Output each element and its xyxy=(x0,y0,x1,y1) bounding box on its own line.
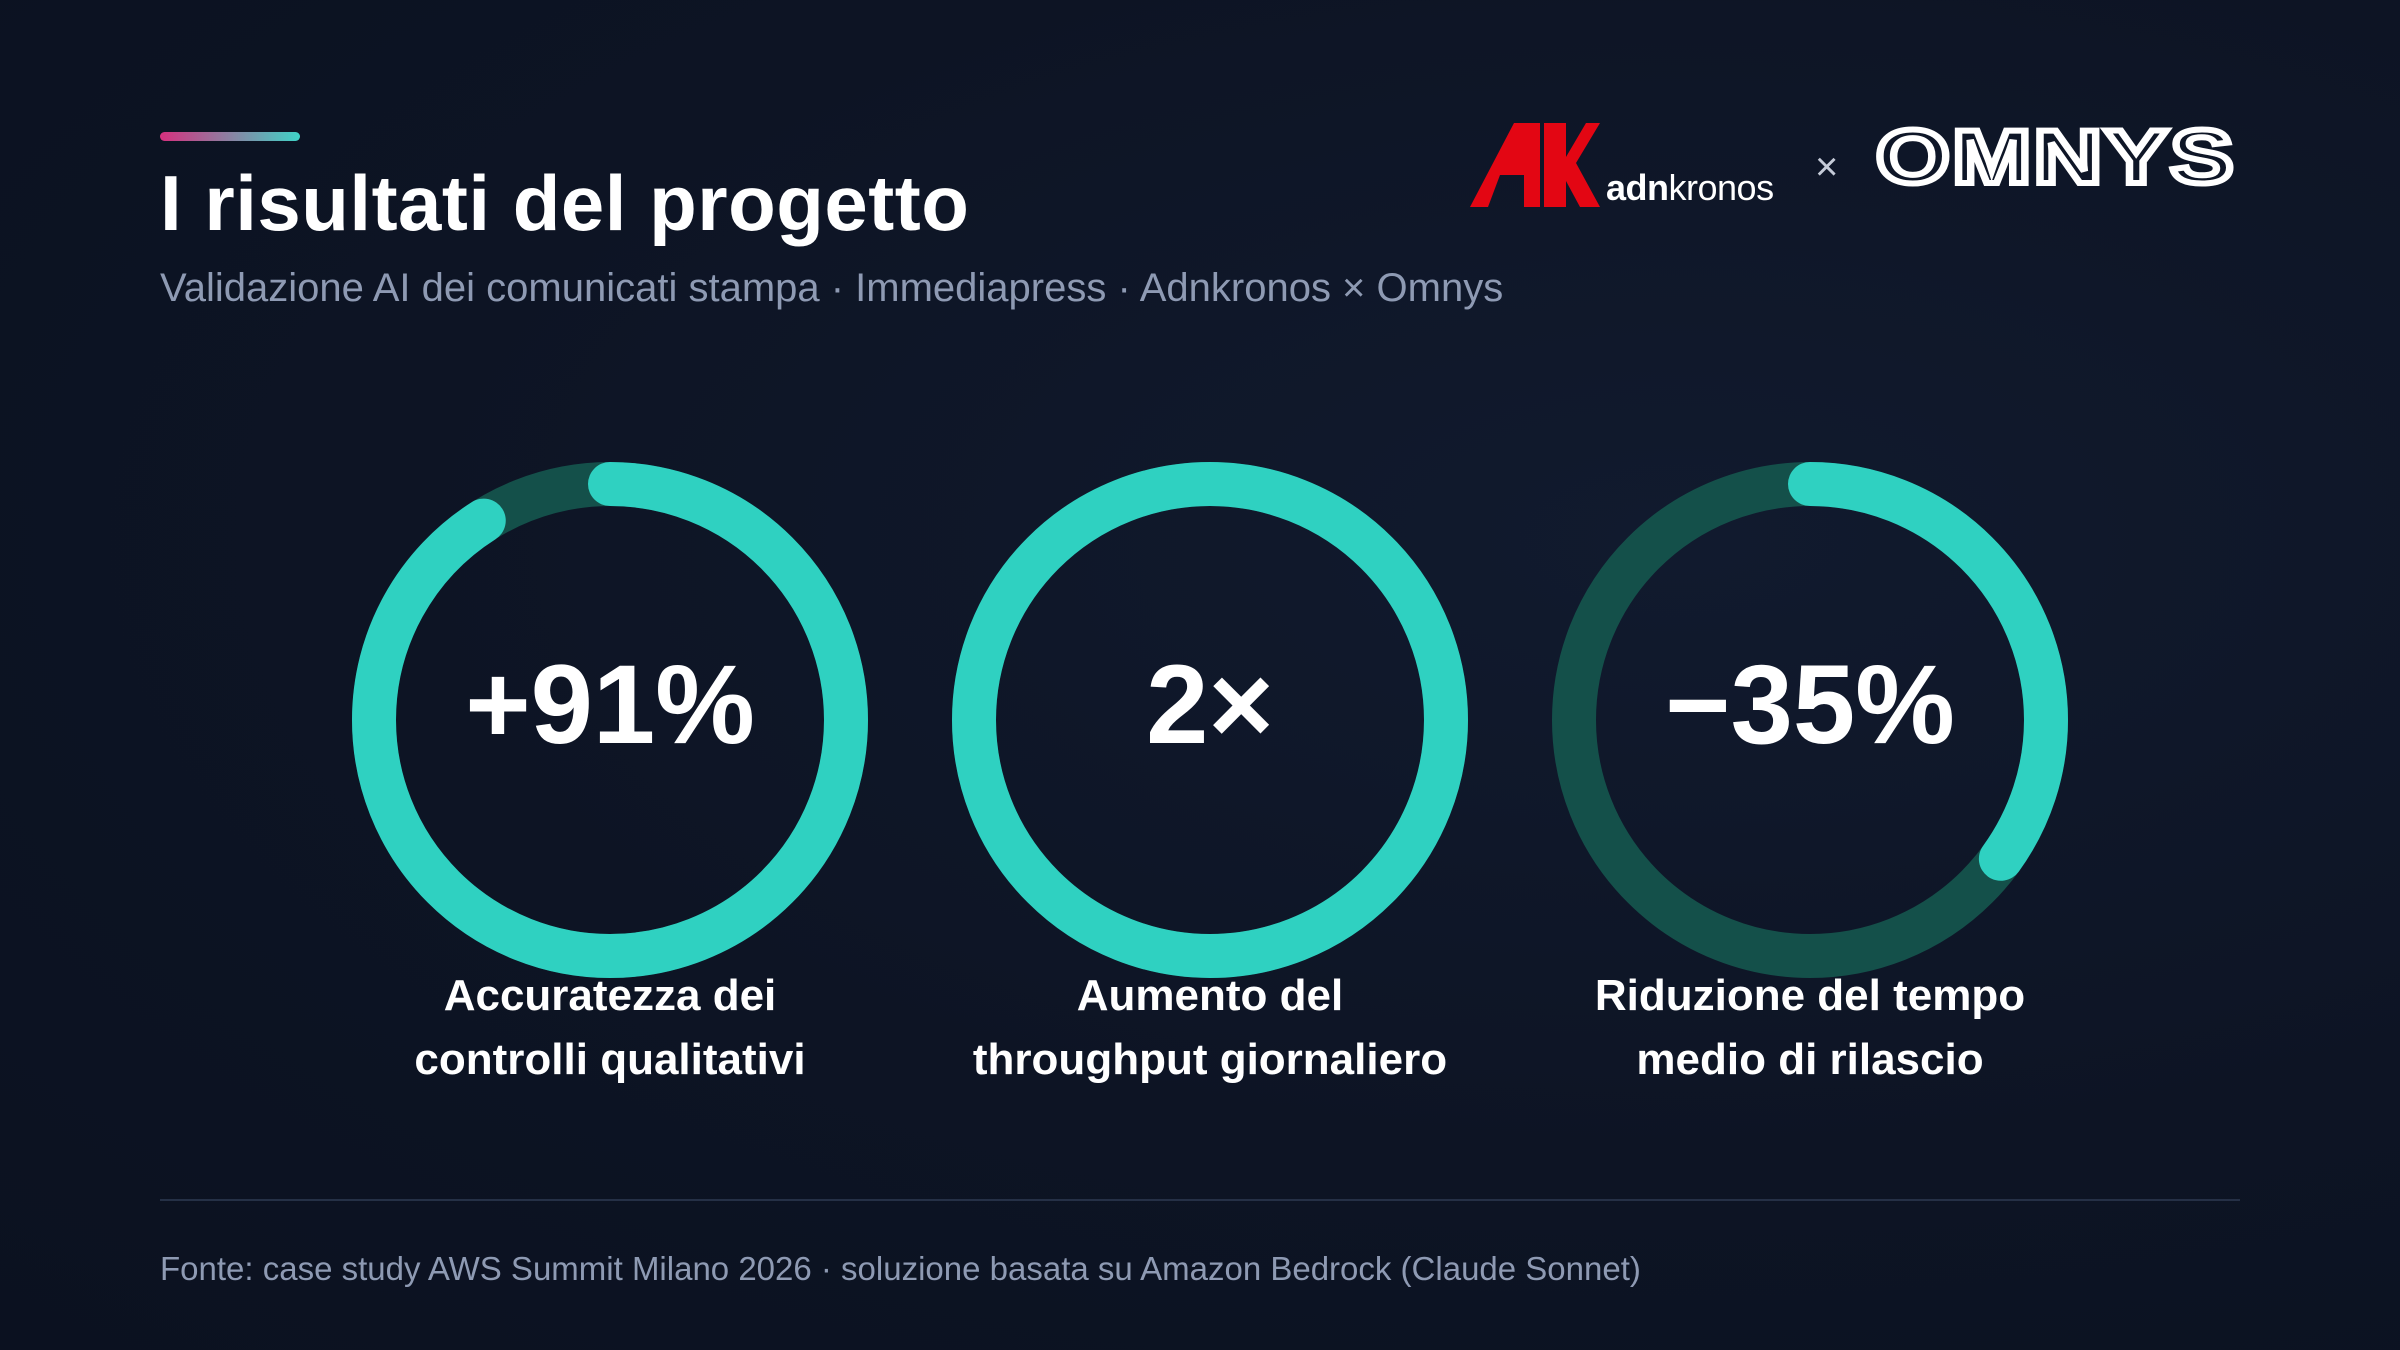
omnys-logo: OMNYS xyxy=(1876,125,2237,191)
partner-logos: adnkronos × OMNYS xyxy=(1470,115,2250,215)
metric-card-release-time: −35% Riduzione del tempo medio di rilasc… xyxy=(1530,440,2070,1100)
omnys-wordmark: OMNYS xyxy=(1876,125,2236,191)
metric-label-line: Aumento del xyxy=(1076,971,1344,1020)
partnership-times-symbol: × xyxy=(1815,145,1839,189)
ring-fill xyxy=(352,462,868,978)
metric-value: −35% xyxy=(1665,642,1955,767)
metric-card-accuracy: +91% Accuratezza dei controlli qualitati… xyxy=(330,440,870,1100)
page-title: I risultati del progetto xyxy=(160,159,970,247)
progress-ring-release-time xyxy=(1552,462,2068,978)
metrics-row: +91% Accuratezza dei controlli qualitati… xyxy=(0,440,2400,1100)
metric-card-throughput: 2× Aumento del throughput giornaliero xyxy=(930,440,1470,1100)
metric-label-line: controlli qualitativi xyxy=(414,1035,806,1084)
progress-ring-throughput xyxy=(952,462,1468,978)
metric-label-line: throughput giornaliero xyxy=(972,1035,1448,1084)
metric-label: Accuratezza dei controlli qualitativi xyxy=(310,964,910,1092)
ring-fill xyxy=(1552,462,2068,978)
metric-label-line: Accuratezza dei xyxy=(443,971,777,1020)
metric-label-line: Riduzione del tempo xyxy=(1594,971,2026,1020)
metric-label-line: medio di rilascio xyxy=(1636,1035,1984,1084)
adnkronos-wordmark-light: kronos xyxy=(1668,167,1775,208)
page-subtitle: Validazione AI dei comunicati stampa · I… xyxy=(160,266,1504,310)
progress-ring-accuracy xyxy=(352,462,868,978)
adnkronos-wordmark: adnkronos xyxy=(1606,167,1774,209)
adnkronos-logo-icon xyxy=(1470,123,1600,207)
source-footnote: Fonte: case study AWS Summit Milano 2026… xyxy=(160,1250,1641,1287)
ring-fill xyxy=(952,462,1468,978)
metric-label: Aumento del throughput giornaliero xyxy=(910,964,1510,1092)
metric-value: 2× xyxy=(1146,642,1274,767)
metric-value: +91% xyxy=(465,642,755,767)
adnkronos-wordmark-bold: adn xyxy=(1606,167,1669,208)
metric-label: Riduzione del tempo medio di rilascio xyxy=(1510,964,2110,1092)
title-accent-bar xyxy=(160,132,300,141)
footer-divider xyxy=(160,1199,2240,1201)
